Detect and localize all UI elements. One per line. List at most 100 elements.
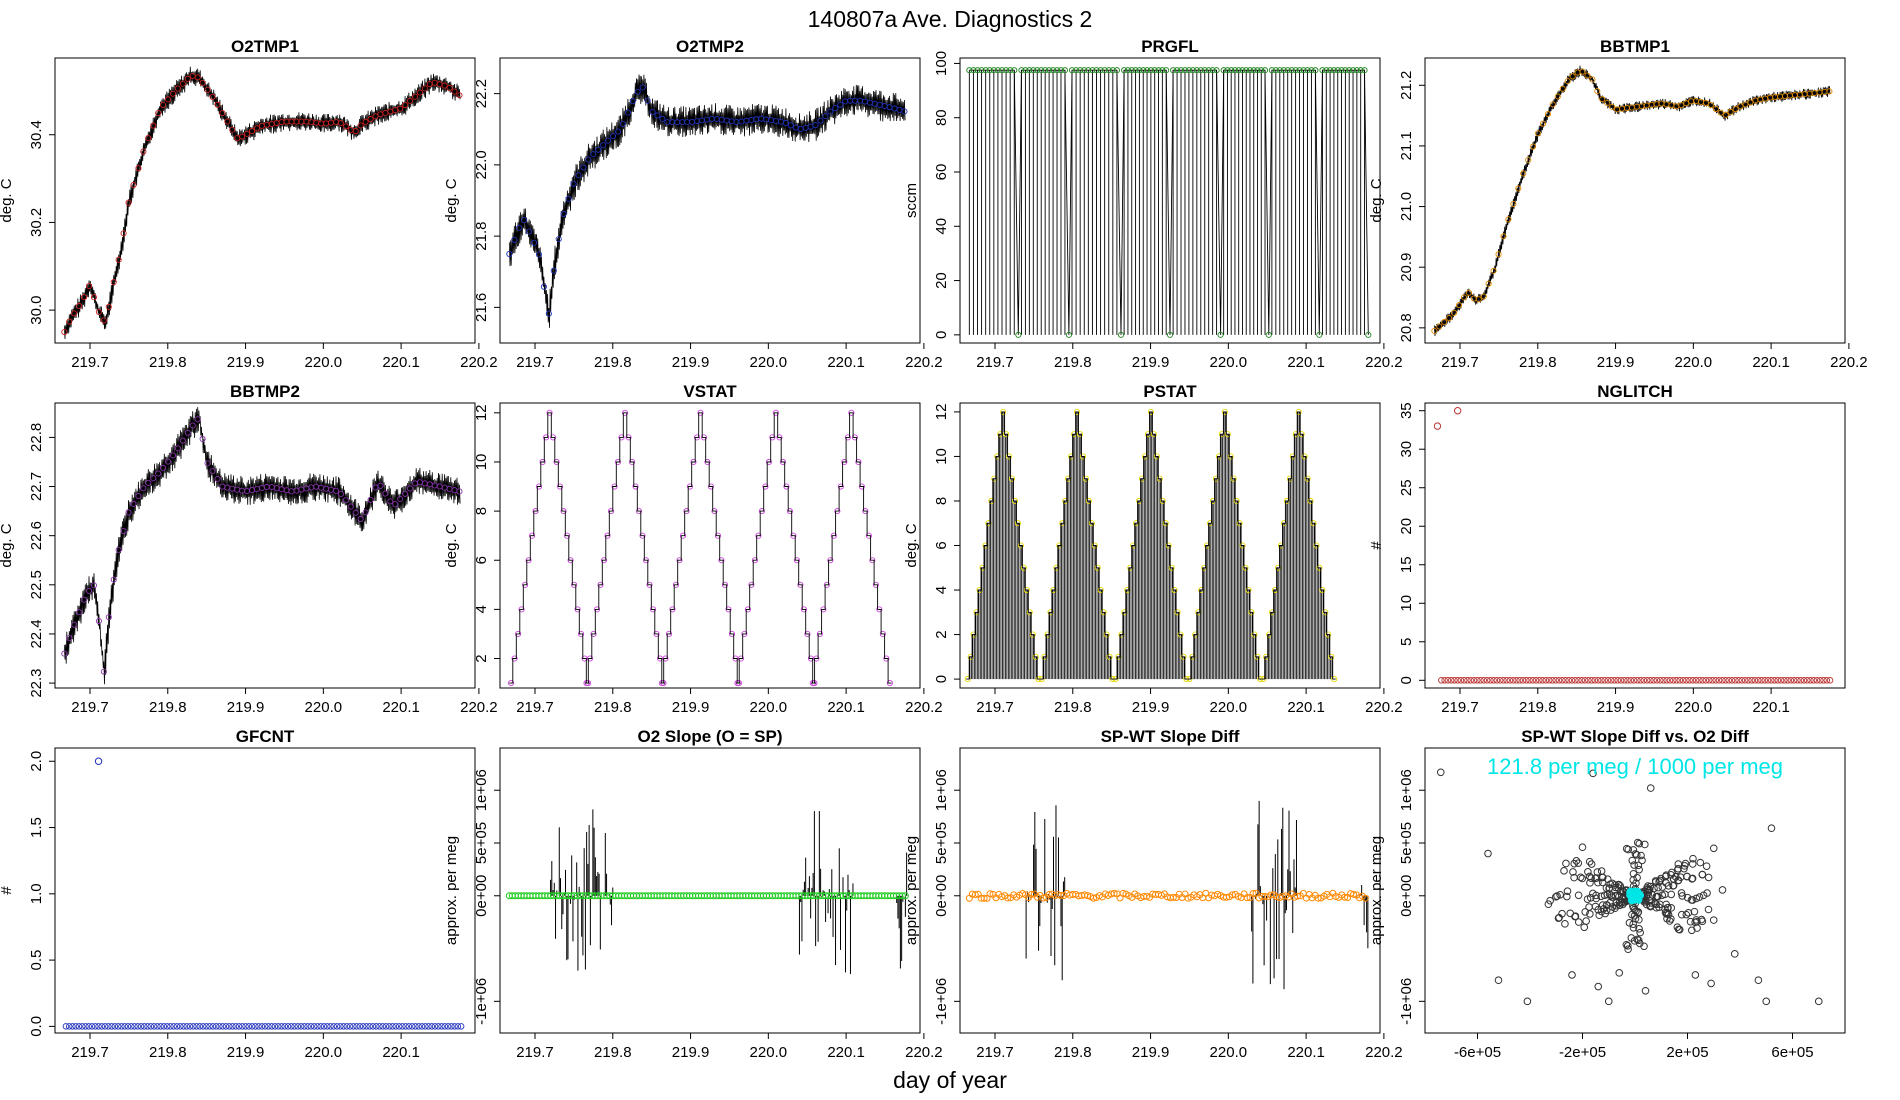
data-point [782, 120, 789, 127]
data-point [1018, 67, 1025, 74]
data-point [1444, 677, 1452, 684]
data-point [1574, 859, 1583, 867]
data-point [575, 172, 582, 179]
data-point [1709, 677, 1716, 684]
y-axis-label: deg. C [443, 178, 460, 222]
data-point [1236, 520, 1243, 527]
data-point [1587, 874, 1595, 883]
data-point [94, 757, 103, 765]
data-point [219, 1023, 226, 1030]
data-point [1436, 768, 1445, 777]
data-point [1580, 923, 1589, 932]
y-axis-label: deg. C [903, 523, 920, 567]
plot-frame [499, 402, 921, 689]
data-point [397, 495, 404, 503]
y-tick-label: 35 [1398, 402, 1415, 419]
data-point [550, 267, 557, 274]
data-point [1676, 677, 1684, 684]
y-tick-label: 0.5 [28, 950, 45, 971]
data-point [1545, 677, 1553, 684]
data-point [776, 434, 783, 441]
data-point [1361, 894, 1369, 902]
y-tick-label: 60 [933, 164, 950, 181]
data-point [150, 122, 157, 129]
data-point [1803, 677, 1811, 684]
data-point [1006, 453, 1013, 460]
data-point [1696, 858, 1705, 867]
data-point [1254, 653, 1261, 660]
data-point [1155, 67, 1162, 74]
data-point [649, 606, 657, 613]
data-point [1719, 677, 1726, 684]
data-point [1349, 67, 1357, 74]
data-point [1147, 67, 1154, 74]
x-tick-label: 220.2 [1365, 354, 1403, 371]
data-point [1687, 926, 1696, 935]
data-point [1628, 856, 1637, 865]
data-point [830, 532, 837, 539]
data-point [199, 1023, 207, 1030]
data-point [1147, 408, 1154, 415]
data-point [693, 434, 701, 441]
data-point [1074, 408, 1081, 415]
y-tick-label: 2 [933, 630, 950, 638]
slope-annotation: 121.8 per meg / 1000 per meg [1487, 754, 1783, 779]
data-point [1254, 67, 1261, 74]
data-point [174, 85, 181, 92]
x-tick-label: -2e+05 [1559, 1044, 1606, 1061]
data-point [1558, 677, 1566, 684]
data-point [1624, 677, 1631, 684]
data-point [347, 503, 354, 510]
data-point [377, 482, 384, 489]
data-point [1586, 879, 1594, 887]
data-point [61, 328, 68, 336]
data-point [1314, 894, 1322, 902]
data-point [1563, 887, 1572, 895]
data-point [1606, 898, 1614, 907]
data-point [1467, 677, 1474, 684]
data-point [105, 303, 112, 310]
data-point [1652, 903, 1661, 912]
data-point [1487, 677, 1494, 684]
data-point [190, 1023, 197, 1030]
plot-area [964, 408, 1338, 683]
y-tick-label: 12 [473, 404, 490, 421]
data-point [1220, 67, 1227, 74]
data-point [1151, 67, 1158, 74]
data-point [1249, 890, 1257, 898]
data-point [642, 557, 650, 564]
data-point [1446, 315, 1453, 322]
data-point [990, 67, 997, 74]
data-trace [966, 411, 1336, 680]
data-point [690, 458, 697, 466]
y-tick-label: 0e+00 [933, 875, 950, 917]
data-point [1505, 216, 1512, 223]
data-point [786, 508, 793, 515]
x-tick-label: 219.8 [594, 1044, 632, 1061]
data-point [625, 434, 632, 441]
data-point [1509, 677, 1517, 684]
panel-title: PSTAT [1143, 382, 1197, 401]
data-point [431, 1023, 439, 1030]
data-point [1530, 143, 1537, 150]
data-point [662, 655, 669, 662]
data-point [1116, 894, 1124, 902]
data-point [1034, 67, 1041, 74]
data-point [1597, 867, 1606, 875]
data-point [557, 483, 564, 490]
data-point [1581, 908, 1590, 916]
figure-title: 140807a Ave. Diagnostics 2 [808, 6, 1093, 32]
data-point [100, 668, 107, 675]
data-point [1569, 868, 1577, 876]
data-point [1453, 407, 1462, 415]
data-point [980, 894, 988, 902]
data-point [252, 1023, 259, 1030]
data-point [258, 1023, 266, 1030]
data-point [516, 224, 523, 231]
data-point [1634, 677, 1641, 684]
data-point [1728, 677, 1736, 684]
data-point [1563, 892, 1571, 901]
data-point [232, 1023, 240, 1030]
data-point [150, 475, 157, 482]
y-axis-label: # [0, 886, 15, 895]
